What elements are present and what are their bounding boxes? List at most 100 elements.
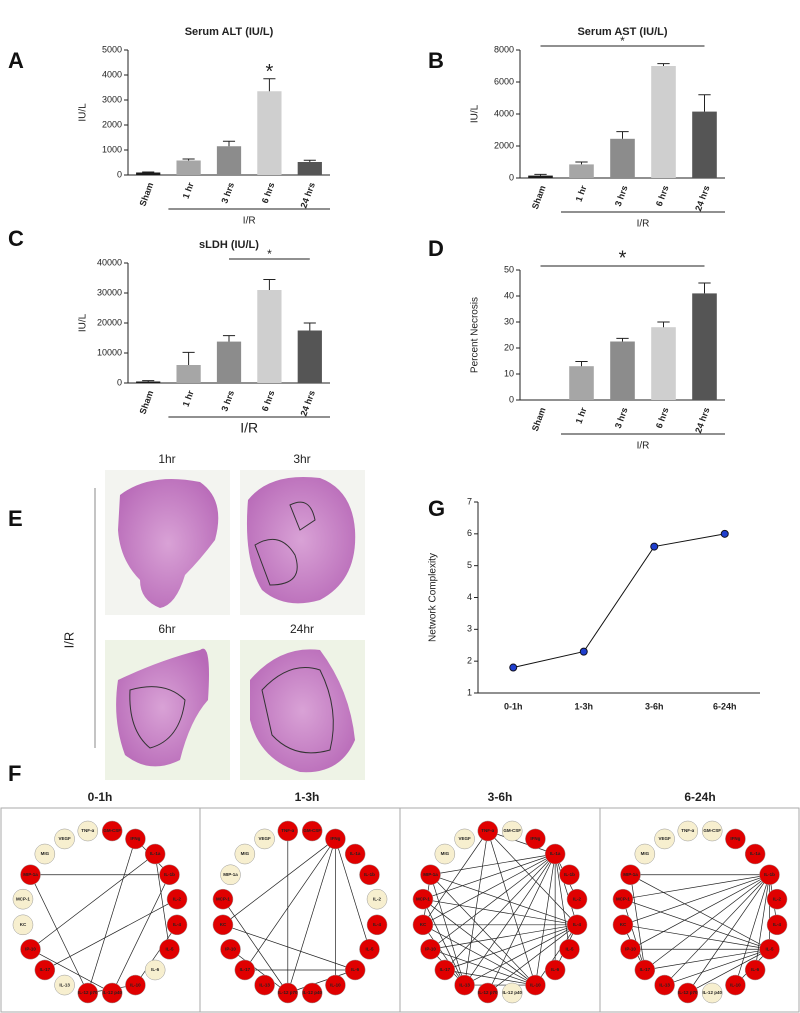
network-node [759, 864, 780, 886]
network-edge [464, 830, 489, 986]
x-tick-label: 3 hrs [613, 184, 630, 208]
error-bar [142, 171, 155, 173]
network-edge [430, 874, 578, 926]
lesion-outline [261, 667, 334, 754]
group-label: I/R [637, 441, 650, 452]
network-node [566, 914, 588, 936]
network-edge [487, 924, 578, 994]
x-tick-label: 3 hrs [219, 389, 236, 413]
node-label: IL-2 [173, 896, 181, 901]
node-label: KC [420, 922, 427, 927]
network-edge [222, 924, 356, 971]
x-tick-label: 1 hr [181, 181, 196, 200]
network-node [766, 888, 788, 910]
chart-title: sLDH (IU/L) [199, 239, 259, 251]
network-edge [287, 969, 356, 994]
error-bar [263, 78, 276, 92]
group-label: I/R [240, 420, 258, 436]
node-label: IFNg [530, 836, 540, 841]
y-tick-label: 2 [467, 656, 472, 666]
x-tick-label: 24 hrs [693, 406, 711, 434]
network-node [759, 938, 780, 960]
network-edge [30, 853, 156, 950]
y-tick-label: 5000 [102, 44, 122, 54]
node-label: MCP-1 [16, 896, 30, 901]
network-edge [430, 853, 556, 876]
error-bar [182, 351, 195, 365]
network-edge [622, 899, 646, 971]
y-tick-label: 2000 [494, 140, 514, 150]
tissue [116, 648, 209, 767]
y-tick-label: 3000 [102, 94, 122, 104]
error-bar [303, 322, 316, 331]
x-tick-label: 6 hrs [260, 389, 277, 413]
network-edge [622, 924, 770, 950]
node-label: IL-4 [373, 922, 381, 927]
network-edge [287, 838, 336, 994]
bar [651, 327, 676, 400]
network-node [477, 820, 499, 842]
y-tick-label: 4000 [494, 108, 514, 118]
node-label: TNF-α [481, 828, 494, 833]
node-label: MCP-1 [416, 896, 430, 901]
error-bar [534, 173, 547, 176]
network-edge [222, 838, 336, 926]
network-node [277, 820, 299, 842]
node-label: MIG [41, 851, 50, 856]
network-node [234, 843, 256, 865]
network-node [544, 959, 566, 981]
x-tick-label: 24 hrs [693, 184, 711, 212]
y-tick-label: 3 [467, 624, 472, 634]
chart-title: Serum AST (IU/L) [577, 26, 667, 38]
network-title: 6-24h [684, 790, 715, 804]
node-label: IL-12 p40 [502, 990, 522, 995]
x-tick-label: 24 hrs [298, 181, 316, 209]
x-tick-label: Sham [138, 389, 156, 415]
network-node [254, 974, 275, 996]
network-node [234, 959, 256, 981]
network-edge [135, 924, 178, 986]
x-tick-label: 24 hrs [298, 389, 316, 417]
bar [692, 293, 717, 400]
network-node [501, 982, 523, 1004]
y-tick-label: 0 [509, 172, 514, 182]
network-edge [430, 924, 578, 950]
network-node [220, 864, 241, 886]
y-tick-label: 0 [117, 169, 122, 179]
panel-letter: A [8, 48, 24, 73]
y-tick-label: 4 [467, 592, 472, 602]
node-label: IFNg [330, 836, 340, 841]
x-tick-label: 1-3h [574, 701, 593, 711]
network-node [634, 959, 656, 981]
network-node [125, 828, 146, 850]
network-node [277, 982, 299, 1004]
image-label: 24hr [290, 622, 314, 636]
network-node [620, 864, 641, 886]
node-label: IL-1b [364, 872, 375, 877]
network-node [677, 820, 699, 842]
lesion-outline [129, 686, 186, 749]
network-edge [430, 948, 536, 986]
node-label: IP-10 [25, 946, 36, 951]
network-node [220, 938, 241, 960]
node-label: IL-5 [765, 946, 773, 951]
x-tick-label: 1 hr [574, 406, 589, 425]
error-bar [575, 361, 588, 367]
network-node [166, 888, 188, 910]
node-label: IL-12 p70 [478, 990, 498, 995]
tissue [250, 649, 355, 773]
network-node [301, 820, 323, 842]
node-label: IL-1a [350, 851, 361, 856]
network-edge [687, 874, 770, 994]
error-bar [303, 159, 316, 162]
bar [176, 365, 201, 383]
y-tick-label: 0 [509, 394, 514, 404]
x-tick-label: 6-24h [713, 701, 737, 711]
network-node [212, 914, 234, 936]
panel-letter: B [428, 48, 444, 73]
node-label: IL-6 [551, 967, 559, 972]
network-edge [422, 898, 578, 926]
network-node [366, 888, 388, 910]
network-edge [622, 898, 770, 950]
